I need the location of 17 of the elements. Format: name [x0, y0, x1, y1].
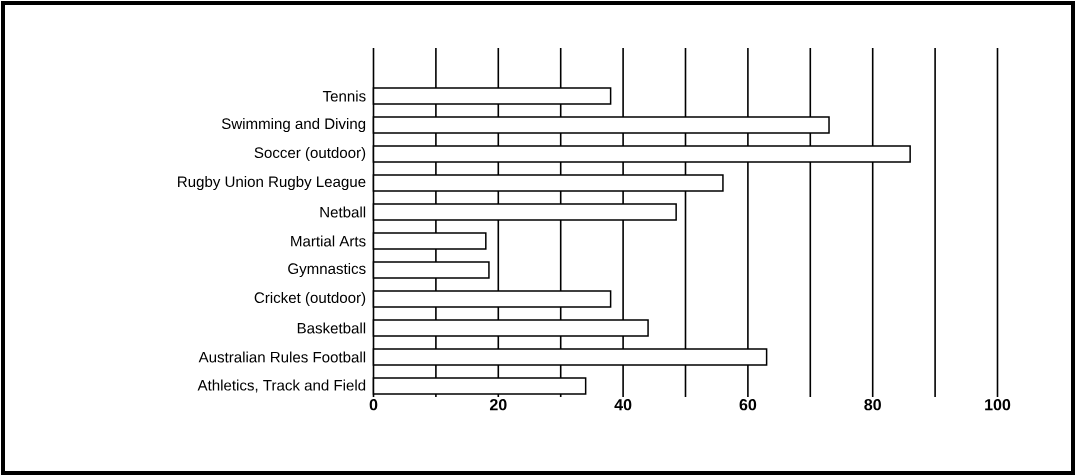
x-tick-label: 60 [739, 399, 757, 411]
y-tick-label: Soccer (outdoor) [254, 146, 366, 162]
y-tick-label: Martial Arts [291, 235, 366, 247]
y-tick-label: Swimming and Diving [221, 117, 366, 132]
x-tick-label: 80 [864, 399, 881, 411]
x-tick-label: 0 [369, 399, 378, 411]
x-tick-label: 20 [489, 399, 507, 411]
x-tick-label: 100 [985, 399, 1011, 411]
y-tick-label: Gymnastics [288, 262, 366, 277]
x-tick-label: 40 [614, 399, 632, 411]
y-tick-label: Basketball [297, 322, 366, 334]
y-tick-label: Rugby Union Rugby League [178, 175, 366, 190]
y-tick-label: Tennis [322, 90, 366, 102]
y-tick-label: Australian Rules Football [198, 351, 366, 363]
y-tick-label: Netball [320, 206, 366, 218]
y-tick-label: Cricket (outdoor) [254, 291, 366, 306]
y-tick-label: Athletics, Track and Field [197, 379, 366, 393]
